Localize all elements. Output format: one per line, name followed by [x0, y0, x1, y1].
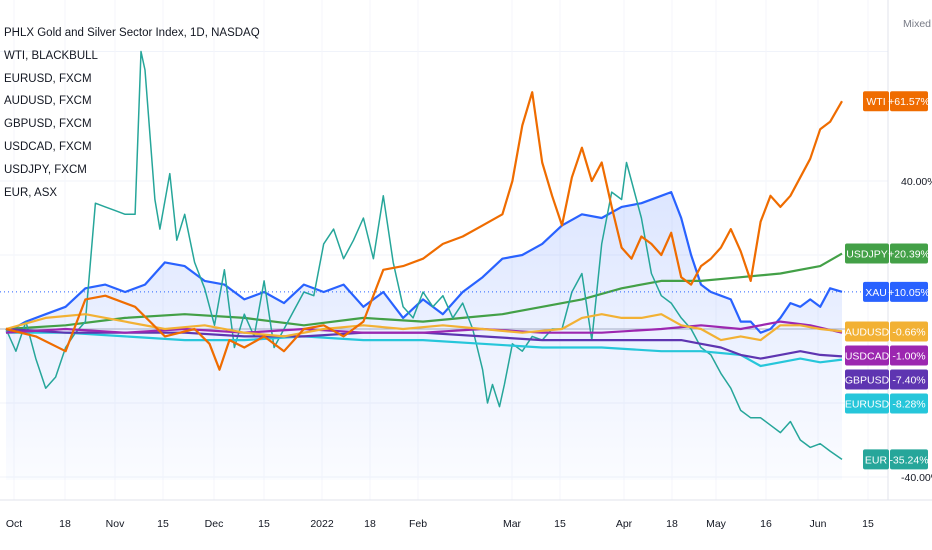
- x-tick-label: Mar: [503, 518, 522, 530]
- x-tick-label: Jun: [810, 518, 827, 530]
- legend-item-gbpusd[interactable]: GBPUSD, FXCM: [4, 118, 92, 131]
- x-tick-label: Oct: [6, 518, 22, 530]
- price-label-usdjpy[interactable]: USDJPY +20.39%: [845, 243, 930, 264]
- price-label-name-bg: [845, 345, 889, 366]
- price-label-value-bg: [890, 321, 928, 342]
- price-label-name: XAU: [865, 287, 887, 299]
- price-label-name: EUR: [865, 454, 888, 466]
- scale-mode-label[interactable]: Mixed: [903, 18, 932, 30]
- price-label-name-bg: [845, 321, 889, 342]
- price-label-value-bg: [890, 281, 928, 302]
- x-axis: Oct 18 Nov 15 Dec 15 2022 18 Feb Mar 15 Apr 18 May 16 J…: [0, 499, 932, 530]
- series-line-usdjpy[interactable]: [5, 252, 843, 331]
- plot-area[interactable]: [0, 50, 888, 481]
- x-tick-label: Apr: [616, 518, 633, 530]
- series-line-wti[interactable]: [5, 91, 843, 371]
- legend-item-usdcad[interactable]: USDCAD, FXCM: [4, 140, 92, 153]
- x-tick-label: 18: [666, 518, 678, 530]
- price-label-name: GBPUSD: [845, 374, 890, 386]
- legend: PHLX Gold and Silver Sector Index, 1D, N…: [4, 22, 260, 204]
- price-label-name: WTI: [866, 96, 885, 108]
- price-label-name-bg: [863, 449, 889, 470]
- price-label-name-bg: [845, 243, 889, 264]
- price-label-name: AUDUSD: [845, 326, 890, 338]
- price-label-audusd[interactable]: AUDUSD -0.66%: [845, 321, 928, 342]
- price-label-value-bg: [890, 449, 928, 470]
- price-label-value-bg: [890, 393, 928, 414]
- price-label-name-bg: [845, 369, 889, 390]
- price-label-gbpusd[interactable]: GBPUSD -7.40%: [845, 369, 928, 390]
- series-line-gbpusd[interactable]: [5, 327, 843, 360]
- price-label-value: +10.05%: [888, 287, 930, 299]
- legend-item-eurusd[interactable]: EURUSD, FXCM: [4, 72, 92, 85]
- legend-item-eur[interactable]: EUR, ASX: [4, 186, 58, 199]
- price-label-value: -0.66%: [892, 326, 925, 338]
- x-tick-label: 15: [554, 518, 566, 530]
- price-label-eurusd[interactable]: EURUSD -8.28%: [845, 393, 928, 414]
- price-label-name: USDJPY: [846, 249, 887, 261]
- x-tick-label: 2022: [310, 518, 334, 530]
- y-axis: 40.00% -40.00%: [887, 0, 932, 500]
- price-label-value-bg: [890, 369, 928, 390]
- legend-item-audusd[interactable]: AUDUSD, FXCM: [4, 95, 92, 108]
- series-area-xau: [6, 192, 842, 480]
- x-tick-label: 15: [862, 518, 874, 530]
- legend-item-wti[interactable]: WTI, BLACKBULL: [4, 49, 98, 62]
- y-tick-label: 40.00%: [901, 176, 932, 188]
- x-tick-label: Nov: [106, 518, 125, 530]
- series-line-eurusd[interactable]: [6, 331, 843, 368]
- x-tick-label: 15: [258, 518, 270, 530]
- price-label-name-bg: [863, 281, 889, 302]
- price-label-wti[interactable]: WTI +61.57%: [863, 91, 930, 112]
- price-label-xau[interactable]: XAU +10.05%: [863, 281, 930, 302]
- price-label-name: EURUSD: [845, 398, 890, 410]
- x-tick-label: 18: [59, 518, 71, 530]
- price-label-eur[interactable]: EUR -35.24%: [863, 449, 929, 470]
- chart-title[interactable]: PHLX Gold and Silver Sector Index, 1D, N…: [4, 27, 260, 39]
- series-line-audusd[interactable]: [5, 313, 843, 342]
- price-label-value-bg: [890, 91, 928, 112]
- x-tick-label: 18: [364, 518, 376, 530]
- price-label-value-bg: [890, 243, 928, 264]
- price-label-value: -7.40%: [892, 374, 925, 386]
- price-label-usdcad[interactable]: USDCAD -1.00%: [845, 345, 928, 366]
- x-tick-label: 15: [157, 518, 169, 530]
- price-label-name-bg: [863, 91, 889, 112]
- price-label-value-bg: [890, 345, 928, 366]
- price-label-value: +20.39%: [888, 249, 930, 261]
- series-line-eur[interactable]: [5, 50, 843, 461]
- x-tick-label: May: [706, 518, 727, 530]
- x-tick-label: 16: [760, 518, 772, 530]
- price-label-value: -1.00%: [892, 350, 925, 362]
- price-label-value: -35.24%: [889, 454, 928, 466]
- price-label-name-bg: [845, 393, 889, 414]
- x-tick-label: Dec: [205, 518, 224, 530]
- price-label-name: USDCAD: [845, 350, 890, 362]
- price-label-value: -8.28%: [892, 398, 925, 410]
- price-labels: WTI +61.57%USDJPY +20.39%XAU +10.05%AUDUSD -…: [845, 91, 930, 470]
- x-tick-label: Feb: [409, 518, 427, 530]
- y-tick-label: -40.00%: [901, 472, 932, 484]
- price-label-value: +61.57%: [888, 96, 930, 108]
- legend-item-usdjpy[interactable]: USDJPY, FXCM: [4, 163, 87, 176]
